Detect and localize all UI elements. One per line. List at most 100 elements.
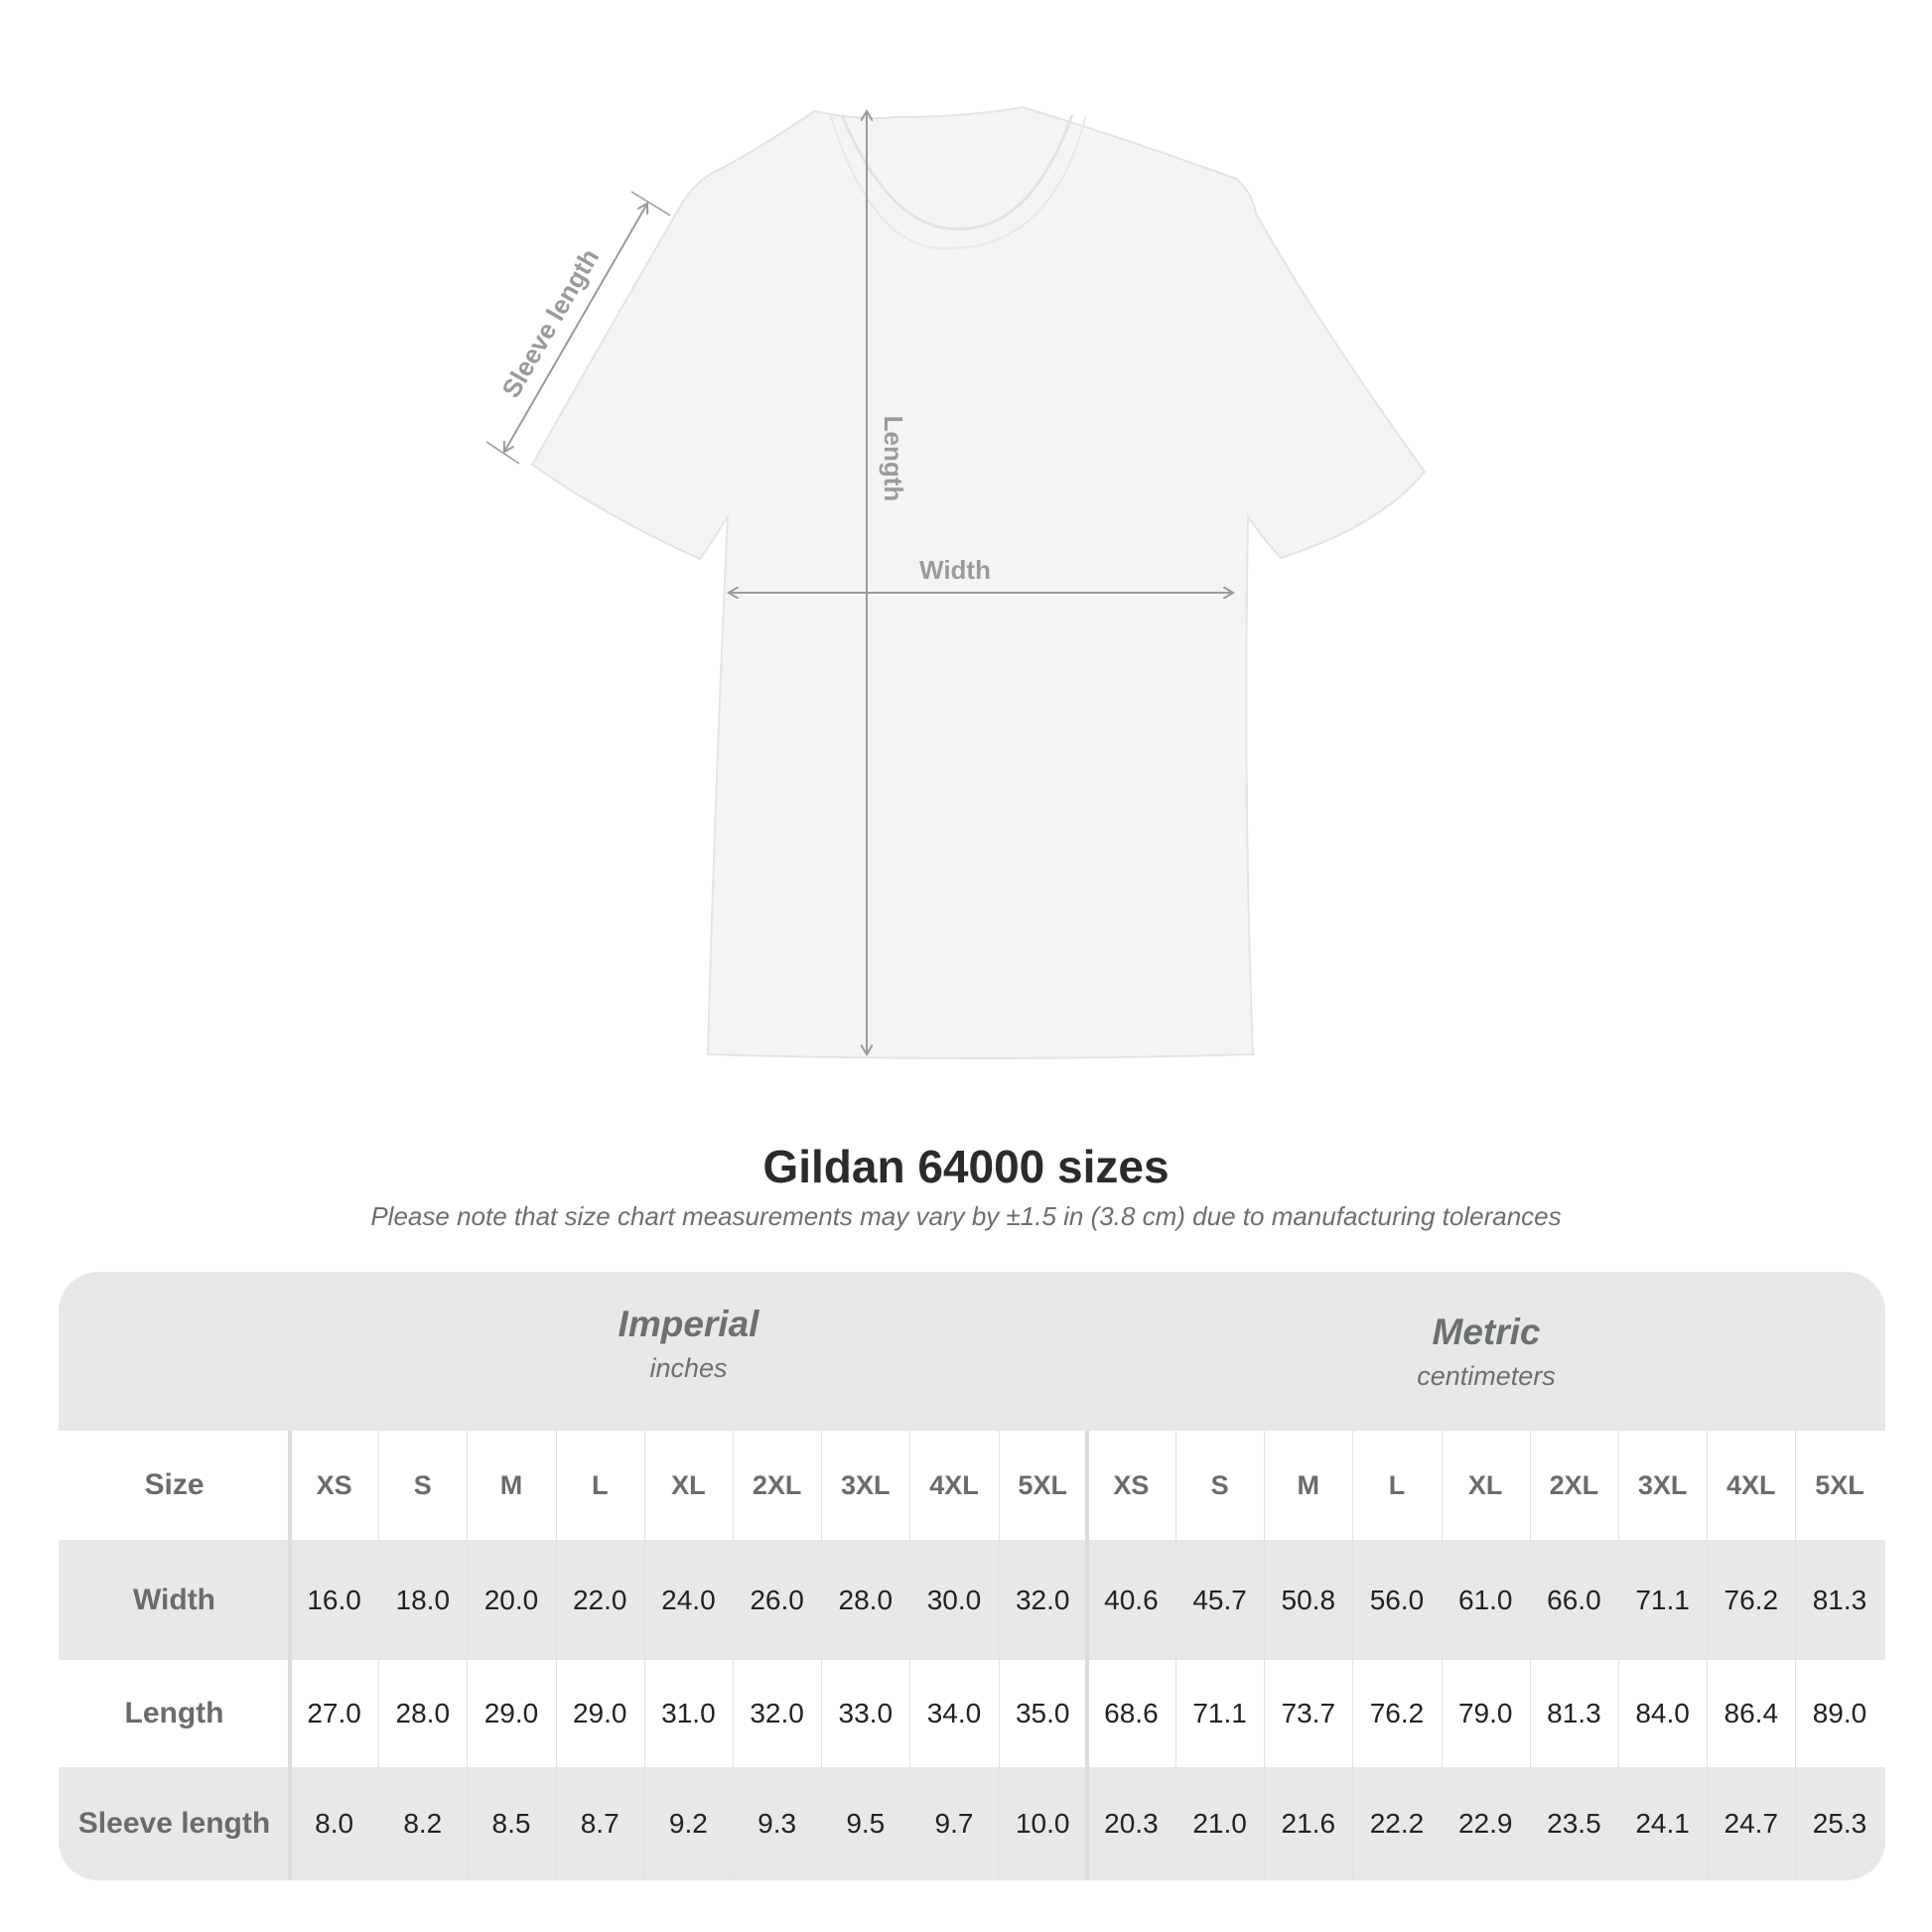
column-divider [643,1431,645,1880]
table-cell-metric: 84.0 [1635,1698,1690,1728]
table-cell-imperial: 33.0 [838,1698,894,1728]
size-header-imperial: L [591,1469,609,1500]
tshirt-diagram: Width Length Sleeve length [485,105,1427,1059]
table-cell-imperial: 9.3 [758,1808,797,1839]
size-header-imperial: S [413,1469,432,1500]
column-divider [733,1431,734,1880]
table-cell-imperial: 10.0 [1015,1808,1070,1839]
table-cell-metric: 40.6 [1104,1584,1159,1615]
table-cell-metric: 22.2 [1369,1808,1425,1839]
table-cell-metric: 24.1 [1635,1808,1690,1839]
size-header-metric: 5XL [1815,1469,1864,1500]
column-divider [1264,1431,1266,1880]
table-cell-metric: 71.1 [1192,1698,1247,1728]
table-cell-imperial: 31.0 [661,1698,716,1728]
table-cell-imperial: 27.0 [307,1698,361,1728]
table-cell-metric: 24.7 [1724,1808,1779,1839]
table-cell-metric: 61.0 [1457,1584,1513,1615]
table-cell-metric: 79.0 [1457,1698,1513,1728]
table-cell-metric: 76.2 [1724,1584,1779,1615]
table-cell-metric: 89.0 [1812,1698,1867,1728]
size-header-metric: XL [1467,1469,1503,1500]
table-cell-imperial: 9.7 [934,1808,974,1839]
size-header-imperial: 3XL [841,1469,891,1500]
length-label: Length [879,416,908,502]
table-cell-metric: 20.3 [1104,1808,1159,1839]
table-cell-metric: 21.0 [1192,1808,1247,1839]
column-divider [909,1431,911,1880]
table-cell-metric: 81.3 [1812,1584,1867,1615]
size-row-label: Size [144,1468,205,1501]
table-cell-metric: 25.3 [1812,1808,1867,1839]
size-header-imperial: XS [316,1469,352,1500]
table-cell-metric: 68.6 [1104,1698,1159,1728]
size-header-metric: 3XL [1637,1469,1688,1500]
imperial-title: Imperial [618,1304,759,1344]
metric-title: Metric [1432,1311,1541,1352]
row-label: Sleeve length [77,1807,271,1840]
imperial-unit: inches [649,1353,728,1383]
table-cell-imperial: 20.0 [483,1584,539,1615]
size-header-metric: M [1297,1469,1320,1500]
table-cell-metric: 76.2 [1369,1698,1425,1728]
column-divider [1795,1431,1797,1880]
table-cell-imperial: 8.2 [403,1808,443,1839]
column-divider [998,1431,1000,1880]
table-cell-metric: 21.6 [1281,1808,1336,1839]
size-header-metric: 4XL [1726,1469,1776,1500]
tolerance-note: Please note that size chart measurements… [370,1201,1562,1231]
table-cell-imperial: 9.2 [668,1808,708,1839]
size-header-metric: 2XL [1549,1469,1599,1500]
size-header-imperial: M [499,1469,523,1500]
table-cell-imperial: 29.0 [572,1698,627,1728]
table-cell-imperial: 32.0 [750,1698,804,1728]
table-cell-metric: 71.1 [1635,1584,1690,1615]
metric-header: Metric centimeters [1087,1272,1885,1431]
table-cell-metric: 50.8 [1281,1584,1336,1615]
column-divider [1084,1431,1089,1880]
table-cell-imperial: 8.5 [491,1808,531,1839]
metric-unit: centimeters [1417,1361,1556,1391]
column-divider [1529,1431,1531,1880]
table-cell-imperial: 30.0 [926,1584,982,1615]
table-cell-imperial: 9.5 [846,1808,886,1839]
column-divider [467,1431,469,1880]
table-cell-imperial: 22.0 [572,1584,627,1615]
size-header-metric: S [1210,1469,1229,1500]
column-divider [1175,1431,1176,1880]
size-table: Imperial inches Metric centimeters Size X… [59,1272,1885,1880]
table-cell-imperial: 32.0 [1015,1584,1070,1615]
size-header-imperial: 4XL [929,1469,979,1500]
table-cell-imperial: 29.0 [483,1698,539,1728]
table-cell-metric: 81.3 [1547,1698,1601,1728]
column-divider [1707,1431,1709,1880]
table-cell-imperial: 24.0 [661,1584,716,1615]
size-header-metric: XS [1113,1469,1150,1500]
column-divider [555,1431,557,1880]
column-divider [1352,1431,1354,1880]
table-cell-imperial: 26.0 [750,1584,804,1615]
table-cell-metric: 22.9 [1457,1808,1513,1839]
table-cell-metric: 45.7 [1192,1584,1247,1615]
table-cell-metric: 23.5 [1547,1808,1601,1839]
size-header-imperial: XL [671,1469,706,1500]
imperial-header: Imperial inches [290,1272,1087,1431]
column-divider [1441,1431,1443,1880]
size-header-imperial: 2XL [752,1469,802,1500]
table-cell-imperial: 35.0 [1015,1698,1070,1728]
table-cell-imperial: 28.0 [395,1698,451,1728]
table-cell-imperial: 18.0 [395,1584,451,1615]
table-cell-metric: 73.7 [1281,1698,1336,1728]
size-header-metric: L [1388,1469,1406,1500]
size-header-imperial: 5XL [1018,1469,1067,1500]
column-divider [821,1431,823,1880]
row-label: Width [132,1583,216,1616]
table-cell-imperial: 8.0 [315,1808,354,1839]
table-cell-imperial: 34.0 [926,1698,982,1728]
column-divider [378,1431,380,1880]
table-cell-metric: 86.4 [1724,1698,1779,1728]
table-cell-imperial: 16.0 [307,1584,361,1615]
sleeve-arrow [504,204,647,452]
table-cell-imperial: 28.0 [838,1584,894,1615]
table-cell-metric: 66.0 [1547,1584,1601,1615]
